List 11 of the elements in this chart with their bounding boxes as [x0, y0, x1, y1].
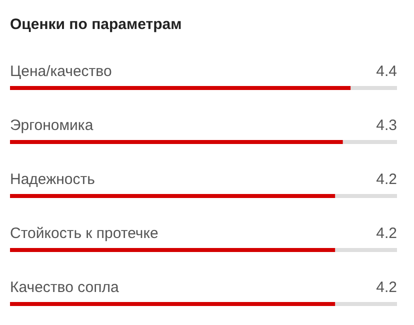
y-tick-label: Цена/качество — [10, 63, 112, 80]
data-label: 4.3 — [376, 117, 397, 134]
y-tick-label: Эргономика — [10, 117, 94, 134]
y-tick-label: Качество сопла — [10, 279, 120, 296]
data-label: 4.4 — [376, 63, 397, 80]
y-tick-label: Надежность — [10, 171, 96, 188]
data-label: 4.2 — [376, 171, 397, 188]
data-label: 4.2 — [376, 279, 397, 296]
chart-title: Оценки по параметрам — [10, 16, 182, 33]
y-tick-label: Стойкость к протечке — [10, 225, 158, 242]
data-label: 4.2 — [376, 225, 397, 242]
